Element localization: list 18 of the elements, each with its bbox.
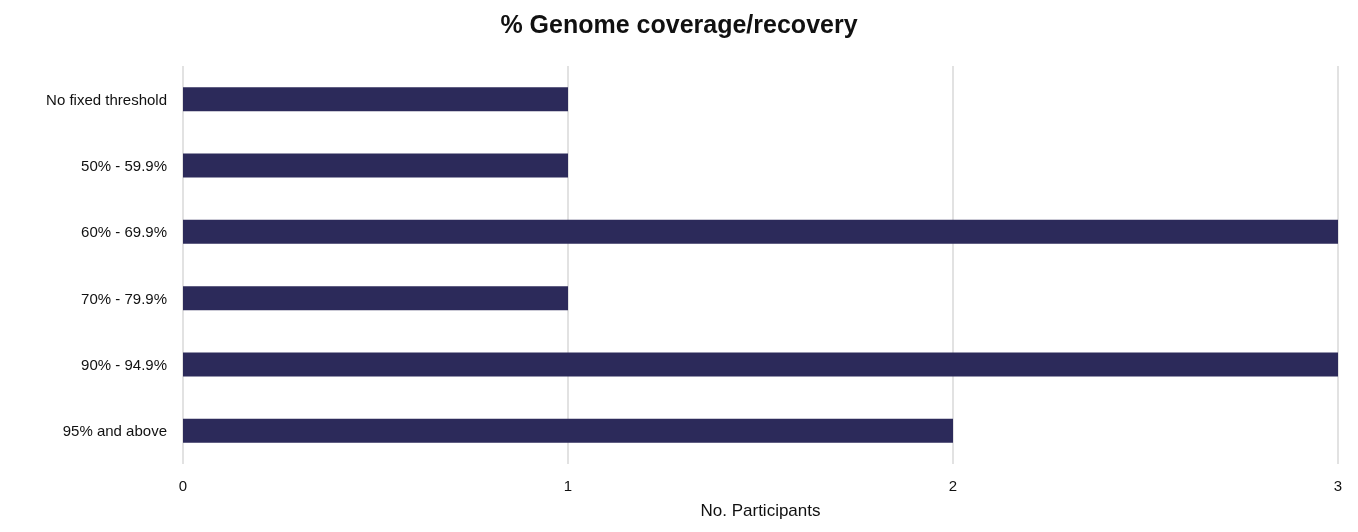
bar [183, 418, 953, 443]
x-tick-label: 1 [563, 477, 573, 494]
y-tick-label: No fixed threshold [46, 90, 167, 108]
bar [183, 219, 1338, 244]
y-tick-label: 50% - 59.9% [81, 157, 167, 174]
x-tick-label: 0 [178, 477, 188, 494]
y-tick-label: 90% - 94.9% [81, 356, 167, 373]
x-tick-label: 2 [948, 477, 958, 494]
y-tick-label: 60% - 69.9% [81, 223, 167, 241]
y-tick-label: 95% and above [62, 422, 167, 440]
chart-title: % Genome coverage/recovery [500, 9, 858, 38]
x-axis-title: No. Participants [700, 501, 821, 520]
bar [183, 286, 568, 311]
bar [183, 153, 568, 178]
x-tick-label: 3 [1333, 477, 1343, 494]
y-tick-label: 70% - 79.9% [81, 289, 167, 307]
bar [183, 352, 1338, 377]
bar [183, 87, 568, 112]
